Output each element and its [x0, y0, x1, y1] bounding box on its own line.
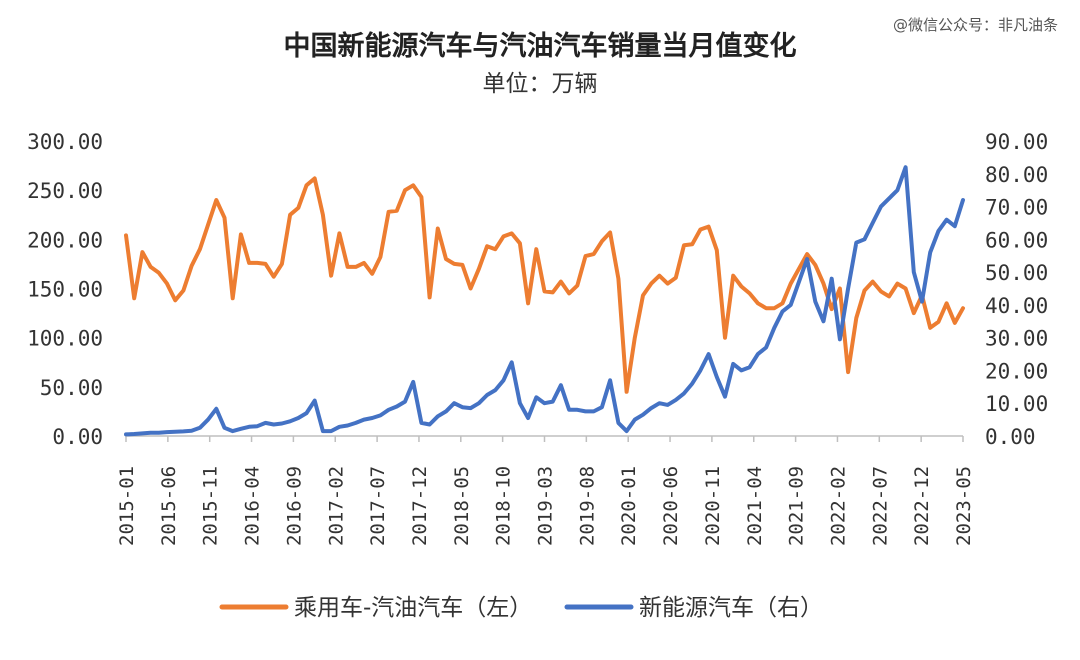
left-tick-label: 250.00: [27, 179, 103, 203]
x-tick-label: 2015-01: [116, 466, 138, 546]
x-tick-label: 2018-05: [451, 466, 473, 546]
legend-label-nev: 新能源汽车（右）: [639, 595, 823, 621]
right-tick-label: 30.00: [985, 327, 1048, 351]
x-tick-label: 2019-08: [576, 466, 598, 546]
legend: 乘用车-汽油汽车（左） 新能源汽车（右）: [219, 595, 823, 621]
left-tick-label: 200.00: [27, 228, 103, 252]
left-tick-label: 100.00: [27, 327, 103, 351]
left-tick-label: 300.00: [27, 130, 103, 154]
x-tick-label: 2021-04: [744, 466, 766, 546]
right-tick-label: 70.00: [985, 196, 1048, 220]
x-tick-label: 2022-07: [869, 466, 891, 546]
series-line-nev: [124, 165, 965, 437]
series-line-gasoline: [124, 176, 965, 394]
x-tick-label: 2020-01: [618, 466, 640, 546]
watermark: @微信公众号：非凡油条: [892, 16, 1058, 34]
x-tick-label: 2015-06: [158, 466, 180, 546]
right-tick-label: 80.00: [985, 163, 1048, 187]
x-tick-label: 2015-11: [200, 466, 222, 546]
right-tick-label: 90.00: [985, 130, 1048, 154]
x-tick-label: 2016-09: [283, 466, 305, 546]
x-tick-label: 2016-04: [242, 466, 264, 546]
chart-title: 中国新能源汽车与汽油汽车销量当月值变化: [284, 30, 797, 62]
chart-subtitle: 单位：万辆: [483, 71, 598, 97]
right-tick-label: 60.00: [985, 228, 1048, 252]
x-tick-label: 2019-03: [535, 466, 557, 546]
legend-label-gasoline: 乘用车-汽油汽车（左）: [294, 595, 532, 621]
x-tick-label: 2022-12: [911, 466, 933, 546]
x-tick-label: 2021-09: [786, 466, 808, 546]
right-tick-label: 10.00: [985, 392, 1048, 416]
x-tick-label: 2020-11: [702, 466, 724, 546]
left-tick-label: 150.00: [27, 278, 103, 302]
x-tick-label: 2020-06: [660, 466, 682, 546]
right-tick-label: 20.00: [985, 359, 1048, 383]
right-y-axis: 0.00 10.00 20.00 30.00 40.00 50.00 60.00 70.00 8…: [985, 130, 1048, 449]
left-tick-label: 0.00: [52, 425, 103, 449]
plot-area: [124, 165, 965, 437]
left-y-axis: 0.00 50.00 100.00 150.00 200.00 250.00 300.00: [27, 130, 103, 449]
x-tick-label: 2017-02: [325, 466, 347, 546]
x-tick-label: 2023-05: [953, 466, 975, 546]
right-tick-label: 0.00: [985, 425, 1036, 449]
x-tick-label: 2017-07: [367, 466, 389, 546]
right-tick-label: 40.00: [985, 294, 1048, 318]
x-axis: 2015-01 2015-06 2015-11 2016-04 2016-09 2017-…: [116, 436, 975, 546]
x-tick-label: 2017-12: [409, 466, 431, 546]
right-tick-label: 50.00: [985, 261, 1048, 285]
left-tick-label: 50.00: [40, 376, 103, 400]
x-tick-label: 2022-02: [827, 466, 849, 546]
x-tick-label: 2018-10: [493, 466, 515, 546]
